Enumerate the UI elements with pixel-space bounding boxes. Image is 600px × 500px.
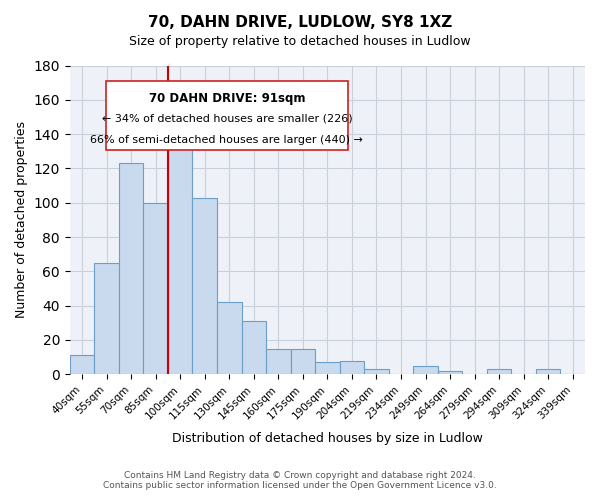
Bar: [70, 356, 94, 374]
Y-axis label: Number of detached properties: Number of detached properties: [15, 122, 28, 318]
Bar: [242, 321, 266, 374]
Text: Size of property relative to detached houses in Ludlow: Size of property relative to detached ho…: [129, 35, 471, 48]
Bar: [536, 369, 560, 374]
Bar: [364, 369, 389, 374]
Bar: [193, 198, 217, 374]
Text: 70, DAHN DRIVE, LUDLOW, SY8 1XZ: 70, DAHN DRIVE, LUDLOW, SY8 1XZ: [148, 15, 452, 30]
Bar: [487, 369, 511, 374]
Bar: [413, 366, 438, 374]
Bar: [438, 371, 463, 374]
FancyBboxPatch shape: [106, 81, 348, 150]
Text: 70 DAHN DRIVE: 91sqm: 70 DAHN DRIVE: 91sqm: [149, 92, 305, 104]
Bar: [266, 348, 290, 374]
Text: Contains HM Land Registry data © Crown copyright and database right 2024.
Contai: Contains HM Land Registry data © Crown c…: [103, 470, 497, 490]
Bar: [217, 302, 242, 374]
Bar: [168, 144, 193, 374]
Text: ← 34% of detached houses are smaller (226): ← 34% of detached houses are smaller (22…: [101, 114, 352, 124]
Bar: [143, 202, 168, 374]
Text: 66% of semi-detached houses are larger (440) →: 66% of semi-detached houses are larger (…: [91, 135, 364, 145]
Bar: [94, 263, 119, 374]
Bar: [290, 348, 315, 374]
X-axis label: Distribution of detached houses by size in Ludlow: Distribution of detached houses by size …: [172, 432, 483, 445]
Bar: [340, 360, 364, 374]
Bar: [315, 362, 340, 374]
Bar: [119, 164, 143, 374]
